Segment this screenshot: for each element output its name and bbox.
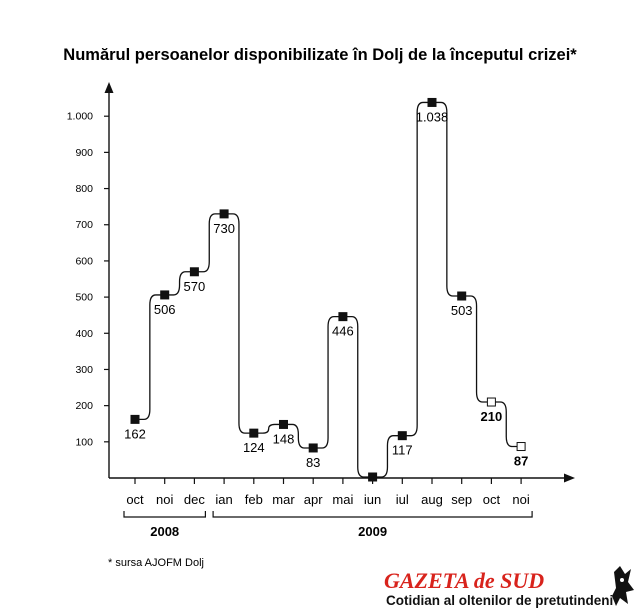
y-ticks: 100 200 300 400 500 600 700 800 900 1.000 bbox=[67, 111, 109, 448]
data-label: 87 bbox=[514, 454, 528, 469]
data-label: 1.038 bbox=[416, 109, 449, 124]
data-point bbox=[279, 419, 288, 429]
y-tick-label: 500 bbox=[75, 292, 93, 304]
data-point bbox=[516, 442, 526, 452]
source-note: * sursa AJOFM Dolj bbox=[108, 557, 204, 569]
x-ticks: oct noi dec ian feb mar apr mai iun iul aug sep oct n… bbox=[126, 478, 530, 507]
data-point bbox=[486, 397, 496, 407]
y-tick-label: 200 bbox=[75, 400, 93, 412]
year-bracket bbox=[212, 511, 533, 518]
axes bbox=[104, 82, 575, 483]
data-label: 730 bbox=[213, 221, 235, 236]
y-tick-label: 1.000 bbox=[67, 111, 93, 123]
year-brackets: 2008 2009 bbox=[123, 511, 533, 539]
chart-title: Numărul persoanelor disponibilizate în D… bbox=[63, 46, 577, 64]
series-line bbox=[135, 101, 522, 478]
y-tick-label: 700 bbox=[75, 219, 93, 231]
data-point bbox=[457, 291, 467, 301]
data-label: 162 bbox=[124, 426, 146, 441]
x-tick-label: apr bbox=[304, 492, 323, 507]
x-tick-label: oct bbox=[126, 492, 144, 507]
y-tick-label: 300 bbox=[75, 364, 93, 376]
data-point bbox=[189, 267, 199, 277]
x-tick-label: iul bbox=[396, 492, 409, 507]
data-label: 117 bbox=[392, 443, 413, 458]
data-label: 570 bbox=[184, 279, 206, 294]
data-point bbox=[368, 472, 378, 482]
y-tick-label: 600 bbox=[75, 255, 93, 267]
data-label: 124 bbox=[243, 440, 265, 455]
x-tick-label: aug bbox=[421, 492, 443, 507]
y-tick-label: 900 bbox=[75, 147, 93, 159]
y-tick-label: 800 bbox=[75, 183, 93, 195]
x-tick-label: oct bbox=[483, 492, 501, 507]
x-tick-label: ian bbox=[215, 492, 232, 507]
data-point bbox=[160, 290, 170, 300]
data-label: 210 bbox=[481, 409, 503, 424]
data-label: 506 bbox=[154, 302, 176, 317]
data-point bbox=[249, 428, 259, 438]
data-point bbox=[130, 414, 140, 424]
logo-tagline: Cotidian al oltenilor de pretutindeni bbox=[386, 593, 613, 608]
data-point bbox=[338, 312, 348, 322]
x-tick-label: mai bbox=[332, 492, 353, 507]
x-tick-label: noi bbox=[156, 492, 173, 507]
y-tick-label: 100 bbox=[75, 436, 93, 448]
data-point bbox=[397, 431, 407, 441]
data-markers bbox=[130, 97, 526, 482]
logo-name: GAZETA de SUD bbox=[384, 568, 544, 593]
data-label: 148 bbox=[273, 431, 295, 446]
x-tick-label: iun bbox=[364, 492, 381, 507]
y-axis-arrow bbox=[104, 82, 114, 93]
year-bracket bbox=[123, 511, 206, 518]
x-axis-arrow bbox=[564, 473, 575, 483]
data-label: 446 bbox=[332, 324, 354, 339]
x-tick-label: sep bbox=[451, 492, 472, 507]
y-tick-label: 400 bbox=[75, 328, 93, 340]
year-label: 2009 bbox=[358, 524, 387, 539]
data-point bbox=[219, 209, 229, 219]
x-tick-label: dec bbox=[184, 492, 205, 507]
data-labels: 162 506 570 730 124 148 83 446 117 1.038 503 210 87 bbox=[124, 109, 528, 470]
data-label: 503 bbox=[451, 303, 473, 318]
data-point bbox=[308, 443, 318, 453]
year-label: 2008 bbox=[150, 524, 179, 539]
logo-emblem-icon bbox=[612, 566, 634, 606]
data-label: 83 bbox=[306, 455, 320, 470]
x-tick-label: noi bbox=[512, 492, 529, 507]
x-tick-label: mar bbox=[272, 492, 295, 507]
data-point bbox=[427, 97, 437, 107]
newspaper-logo: GAZETA de SUD Cotidian al oltenilor de p… bbox=[384, 566, 634, 608]
x-tick-label: feb bbox=[245, 492, 263, 507]
